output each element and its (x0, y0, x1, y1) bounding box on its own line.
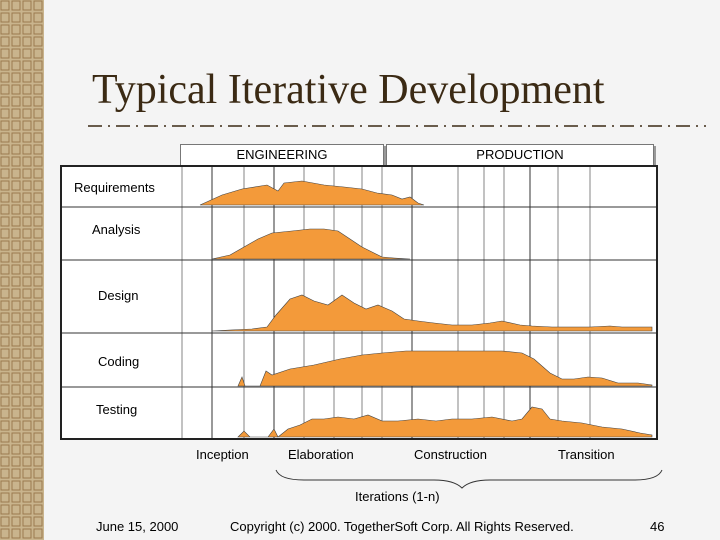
iterations-label: Iterations (1-n) (355, 489, 440, 504)
engineering-stage-header: ENGINEERING (180, 144, 384, 166)
discipline-label-analysis: Analysis (90, 222, 143, 237)
testing-workflow-area (237, 406, 653, 438)
footer-page-number: 46 (650, 519, 665, 534)
discipline-label-testing: Testing (94, 402, 140, 417)
iterations-bracket (275, 469, 663, 489)
footer-date: June 15, 2000 (96, 519, 179, 534)
phase-label-transition: Transition (558, 447, 615, 462)
production-stage-header: PRODUCTION (386, 144, 654, 166)
title-divider-rule (88, 125, 706, 127)
workflow-areas (62, 167, 656, 438)
coding-workflow-area (237, 350, 653, 387)
workflow-chart-panel: Requirements Analysis Design Coding Test… (60, 165, 658, 440)
phase-label-elaboration: Elaboration (288, 447, 354, 462)
phase-label-inception: Inception (196, 447, 249, 462)
discipline-label-coding: Coding (96, 354, 142, 369)
phase-label-construction: Construction (414, 447, 487, 462)
discipline-label-design: Design (96, 288, 141, 303)
analysis-workflow-area (211, 228, 411, 260)
footer-copyright: Copyright (c) 2000. TogetherSoft Corp. A… (230, 519, 574, 534)
left-decorative-band (0, 0, 44, 540)
requirements-workflow-area (199, 180, 425, 206)
design-workflow-area (211, 294, 653, 332)
slide-title: Typical Iterative Development (92, 67, 605, 113)
discipline-label-requirements: Requirements (72, 180, 157, 195)
